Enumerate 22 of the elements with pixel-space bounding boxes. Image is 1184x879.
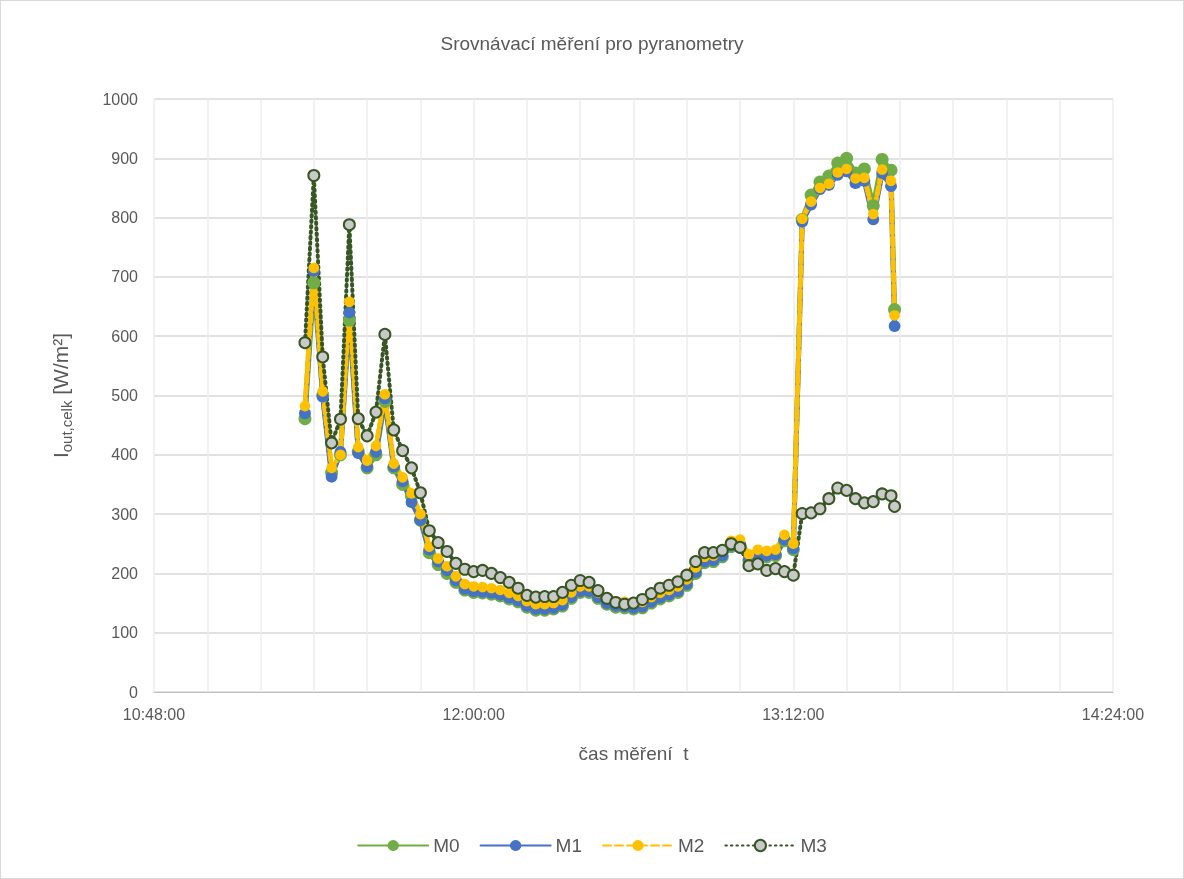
y-tick-label: 800 (111, 209, 139, 227)
y-tick-label: 600 (111, 327, 139, 345)
legend-label: M1 (555, 835, 583, 856)
y-tick-label: 100 (111, 624, 139, 642)
y-tick-label: 400 (111, 446, 139, 464)
y-tick-label: 0 (129, 683, 139, 701)
y-tick-label: 700 (111, 268, 139, 286)
x-tick-label: 12:00:00 (442, 705, 505, 723)
y-tick-label: 300 (111, 505, 139, 523)
x-tick-label: 13:12:00 (762, 705, 825, 723)
y-tick-label: 200 (111, 564, 139, 582)
y-axis-title: Iout,celk [W/m²] (49, 332, 75, 459)
legend-label: M0 (433, 835, 460, 856)
y-tick-label: 900 (111, 149, 139, 167)
y-tick-label: 1000 (102, 90, 139, 108)
x-tick-label: 14:24:00 (1081, 705, 1145, 723)
legend-label: M2 (678, 835, 705, 856)
x-tick-label: 10:48:00 (122, 705, 186, 723)
x-axis-title: čas měření t (578, 743, 690, 764)
legend-label: M3 (800, 835, 827, 856)
chart-title: Srovnávací měření pro pyranometry (440, 33, 745, 54)
y-tick-label: 500 (111, 387, 139, 404)
